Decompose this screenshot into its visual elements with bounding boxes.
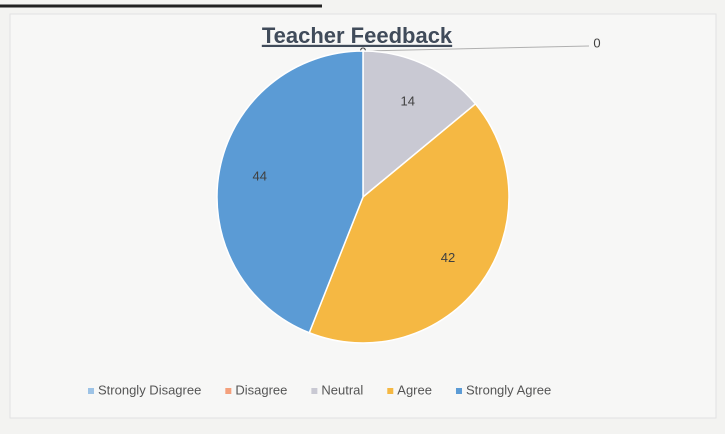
data-label: 42 (441, 250, 455, 265)
legend-marker (311, 388, 318, 394)
pie-slice (216, 50, 364, 334)
legend-label: Neutral (321, 382, 363, 397)
legend-label: Disagree (235, 382, 287, 397)
pie-slice (362, 50, 477, 199)
data-label: 0 (593, 35, 600, 50)
legend-label: Agree (397, 382, 432, 397)
legend-marker (387, 388, 394, 394)
legend-marker (455, 388, 462, 394)
legend-marker (225, 388, 232, 394)
chart-title: Teacher Feedback (262, 23, 453, 48)
pie-slice (308, 102, 510, 344)
data-label: 14 (401, 93, 415, 108)
legend-marker (88, 388, 94, 394)
leader-line (364, 45, 590, 52)
legend-label: Strongly Disagree (98, 382, 201, 397)
data-label: 44 (253, 169, 267, 184)
legend-label: Strongly Agree (466, 382, 551, 397)
